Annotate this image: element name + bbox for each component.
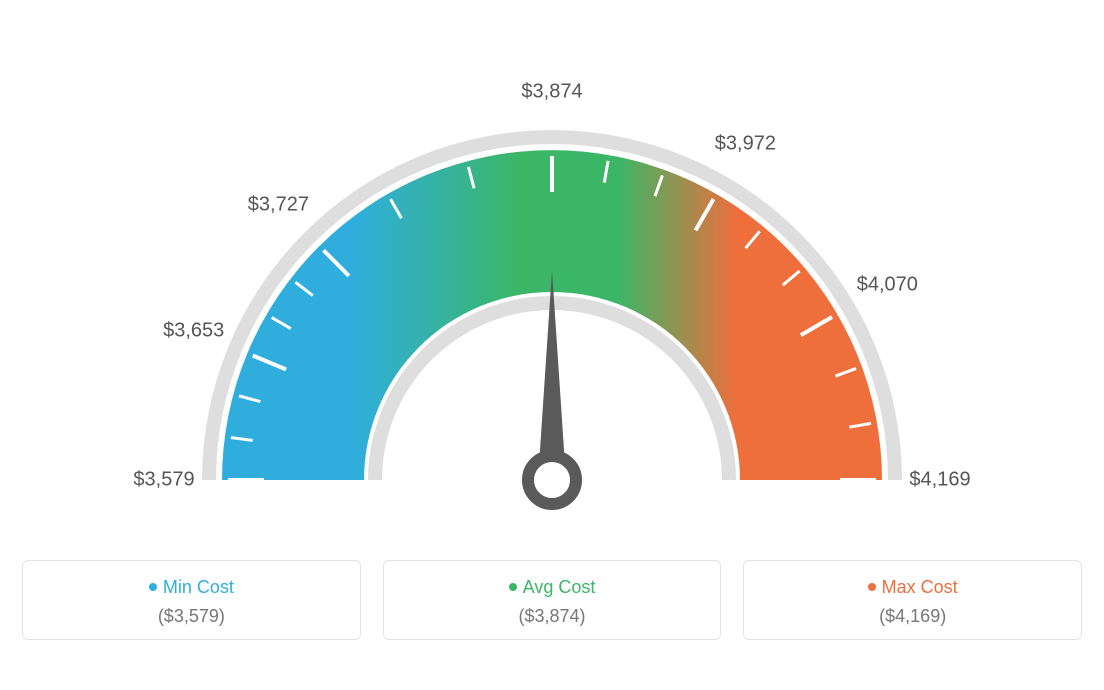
min-cost-title-text: Min Cost [163,577,234,597]
gauge-tick-label: $3,653 [163,320,224,343]
legend-cards: Min Cost ($3,579) Avg Cost ($3,874) Max … [22,560,1082,640]
max-cost-title-text: Max Cost [882,577,958,597]
gauge-tick-label: $3,579 [133,469,194,492]
min-cost-card: Min Cost ($3,579) [22,560,361,640]
gauge-tick-label: $4,070 [857,273,918,296]
max-cost-dot-icon [868,583,876,591]
min-cost-value: ($3,579) [33,606,350,627]
gauge-tick-label: $3,727 [248,193,309,216]
avg-cost-dot-icon [509,583,517,591]
max-cost-value: ($4,169) [754,606,1071,627]
max-cost-card: Max Cost ($4,169) [743,560,1082,640]
gauge-tick-label: $3,972 [715,132,776,155]
avg-cost-title: Avg Cost [394,577,711,598]
min-cost-dot-icon [149,583,157,591]
min-cost-title: Min Cost [33,577,350,598]
avg-cost-title-text: Avg Cost [523,577,596,597]
avg-cost-value: ($3,874) [394,606,711,627]
gauge-chart: $3,579 $3,653 $3,727 $3,874 $3,972 $4,070 $4,1… [0,0,1104,560]
max-cost-title: Max Cost [754,577,1071,598]
gauge-tick-label: $3,874 [521,81,582,104]
gauge-tick-label: $4,169 [909,469,970,492]
avg-cost-card: Avg Cost ($3,874) [383,560,722,640]
